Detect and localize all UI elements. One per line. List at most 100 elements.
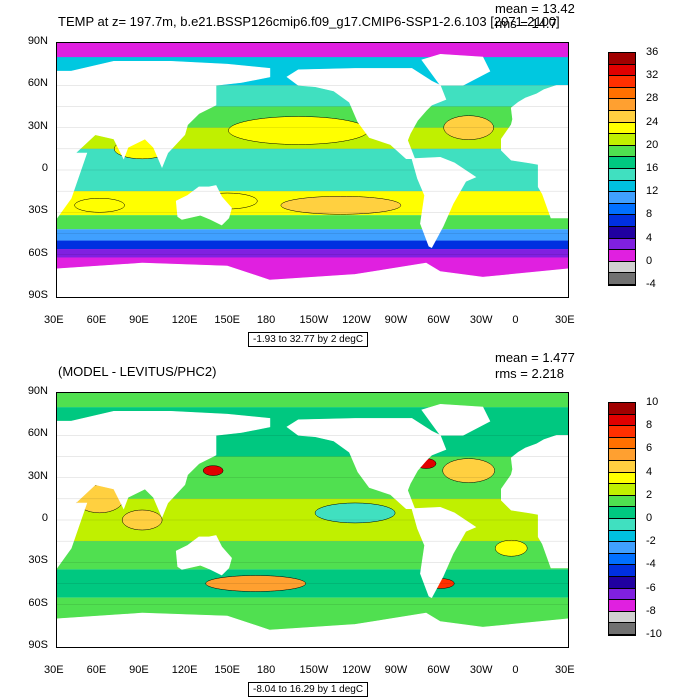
colorbar-swatch (609, 203, 635, 216)
colorbar-swatch (609, 542, 635, 554)
field-contour (494, 539, 528, 557)
lat-tick-label: 0 (41, 512, 48, 524)
colorbar-label: 28 (646, 92, 659, 105)
panel-1-colorbar (608, 52, 636, 286)
land-mass (286, 68, 447, 159)
panel-1-range-label: -1.93 to 32.77 by 2 degC (248, 332, 369, 347)
colorbar-swatch (609, 76, 635, 88)
panel-2-mean: mean = 1.477 (495, 350, 575, 365)
colorbar-swatch (609, 484, 635, 496)
field-contour (314, 502, 396, 524)
field-band (57, 240, 568, 250)
colorbar-swatch (609, 518, 635, 531)
colorbar-swatch (609, 495, 635, 508)
lon-tick-label: 120W (342, 314, 371, 326)
colorbar-swatch (609, 414, 635, 427)
colorbar-swatch (609, 110, 635, 123)
colorbar-label: 4 (646, 231, 653, 244)
land-mass (411, 156, 477, 248)
colorbar-swatch (609, 215, 635, 227)
colorbar-swatch (609, 273, 635, 285)
lon-tick-label: 150W (299, 664, 329, 676)
land-mass (57, 411, 271, 569)
lon-tick-label: 90W (384, 314, 408, 326)
colorbar-label: 0 (646, 512, 653, 524)
panel-1-map (56, 42, 569, 298)
panel-2-rms: rms = 2.218 (495, 366, 565, 381)
field-contour (280, 196, 402, 215)
land-mass (421, 403, 491, 436)
lat-tick-label: 0 (41, 162, 48, 174)
land-mass (501, 85, 568, 219)
lat-tick-label: 90S (28, 639, 48, 651)
colorbar-label: 36 (646, 46, 659, 58)
colorbar-swatch (609, 157, 635, 169)
colorbar-label: 10 (646, 396, 659, 408)
colorbar-swatch (609, 134, 635, 146)
field-contour (205, 575, 306, 592)
colorbar-swatch (609, 530, 635, 543)
colorbar-swatch (609, 472, 635, 485)
land-mass (57, 612, 568, 647)
panel-1-mean: mean = 13.42 (495, 1, 575, 16)
colorbar-swatch (609, 99, 635, 111)
land-mass (57, 262, 568, 297)
colorbar-label: 20 (646, 138, 659, 151)
colorbar-label: 0 (646, 254, 653, 267)
colorbar-swatch (609, 145, 635, 158)
lon-tick-label: 30W (469, 314, 493, 326)
lon-tick-label: 60W (427, 314, 450, 326)
lat-tick-label: 30N (27, 469, 48, 482)
field-contour (228, 116, 369, 145)
colorbar-swatch (609, 600, 635, 612)
lon-tick-label: 120E (171, 664, 198, 676)
colorbar-label: -10 (646, 628, 662, 640)
colorbar-swatch (609, 437, 635, 450)
lat-tick-label: 90N (27, 385, 48, 397)
field-contour (202, 465, 224, 476)
land-mass (286, 418, 447, 509)
colorbar-swatch (609, 226, 635, 239)
colorbar-swatch (609, 168, 635, 181)
land-mass (421, 53, 491, 86)
lon-tick-label: 90E (129, 314, 149, 326)
field-band (57, 541, 568, 570)
colorbar-label: 2 (646, 488, 653, 501)
field-contour (442, 458, 495, 483)
land-mass (175, 535, 232, 576)
panel-1-map-svg (57, 43, 568, 297)
colorbar-swatch (609, 460, 635, 473)
lon-tick-label: 30W (469, 664, 493, 676)
colorbar-swatch (609, 611, 635, 624)
field-band (57, 249, 568, 258)
lat-tick-label: 30S (28, 554, 48, 567)
panel-2-map-svg (57, 393, 568, 647)
panel-2-map (56, 392, 569, 648)
lon-tick-label: 60E (86, 664, 107, 676)
lon-tick-label: 180 (256, 314, 276, 326)
lon-tick-label: 60E (86, 314, 107, 326)
arctic-cap (57, 393, 568, 408)
panel-2-colorbar (608, 402, 636, 636)
field-band (57, 569, 568, 598)
colorbar-swatch (609, 64, 635, 77)
colorbar-swatch (609, 553, 635, 566)
colorbar-label: 16 (646, 162, 659, 174)
colorbar-swatch (609, 403, 635, 415)
colorbar-label: 8 (646, 208, 653, 221)
colorbar-label: 32 (646, 69, 659, 82)
colorbar-label: 24 (646, 115, 659, 128)
colorbar-swatch (609, 122, 635, 135)
lat-tick-label: 60S (28, 596, 48, 609)
lon-tick-label: 150E (214, 664, 241, 676)
colorbar-swatch (609, 565, 635, 577)
panel-1-rms: rms = 14.7 (495, 16, 557, 31)
land-mass (411, 506, 477, 598)
lon-tick-label: 120E (171, 314, 198, 326)
colorbar-label: 6 (646, 442, 653, 455)
colorbar-label: -8 (646, 604, 656, 617)
colorbar-swatch (609, 238, 635, 251)
lon-tick-label: 30E (44, 314, 64, 326)
lon-tick-label: 90E (129, 664, 149, 676)
colorbar-swatch (609, 449, 635, 461)
